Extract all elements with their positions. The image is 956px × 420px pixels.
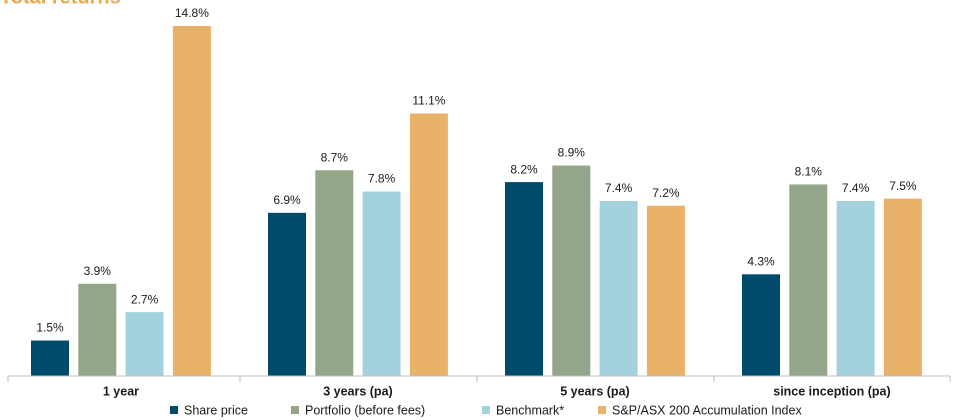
bar: [172, 26, 211, 376]
value-label: 1.5%: [36, 321, 64, 335]
value-label: 14.8%: [175, 6, 209, 20]
legend-label: Portfolio (before fees): [305, 403, 425, 417]
bar: [31, 340, 69, 376]
value-label: 7.4%: [605, 181, 633, 195]
legend-swatch: [482, 406, 490, 414]
legend-swatch: [598, 406, 606, 414]
value-label: 8.2%: [510, 162, 538, 176]
value-label: 2.7%: [131, 292, 159, 306]
bar: [789, 184, 828, 376]
value-label: 7.2%: [652, 186, 680, 200]
value-label: 3.9%: [84, 264, 112, 278]
bar: [268, 212, 306, 376]
value-label: 11.1%: [412, 94, 445, 108]
x-tick-label: since inception (pa): [773, 384, 890, 398]
chart-title: Total returns: [0, 0, 121, 8]
x-tick-label: 5 years (pa): [560, 384, 629, 398]
x-tick-label: 3 years (pa): [323, 384, 392, 398]
value-label: 6.9%: [273, 193, 301, 207]
bar: [315, 170, 354, 376]
legend-swatch: [291, 406, 299, 414]
bar: [505, 182, 543, 376]
legend-swatch: [170, 406, 178, 414]
value-label: 8.9%: [558, 146, 586, 160]
bar: [552, 165, 591, 376]
bar: [362, 191, 401, 376]
value-label: 4.3%: [747, 254, 775, 268]
bar: [836, 201, 875, 376]
value-label: 7.8%: [368, 172, 396, 186]
legend-label: Benchmark*: [496, 403, 564, 417]
bar: [599, 201, 638, 376]
bar: [883, 198, 922, 376]
bar: [78, 283, 117, 376]
bar: [742, 274, 780, 376]
value-label: 8.1%: [795, 165, 823, 179]
value-label: 7.5%: [889, 179, 917, 193]
legend-label: S&P/ASX 200 Accumulation Index: [612, 403, 802, 417]
value-label: 7.4%: [842, 181, 870, 195]
value-label: 8.7%: [321, 150, 349, 164]
bar: [125, 312, 164, 376]
legend-label: Share price: [184, 403, 248, 417]
bar: [409, 113, 448, 376]
x-tick-label: 1 year: [103, 384, 139, 398]
bar: [646, 205, 685, 376]
